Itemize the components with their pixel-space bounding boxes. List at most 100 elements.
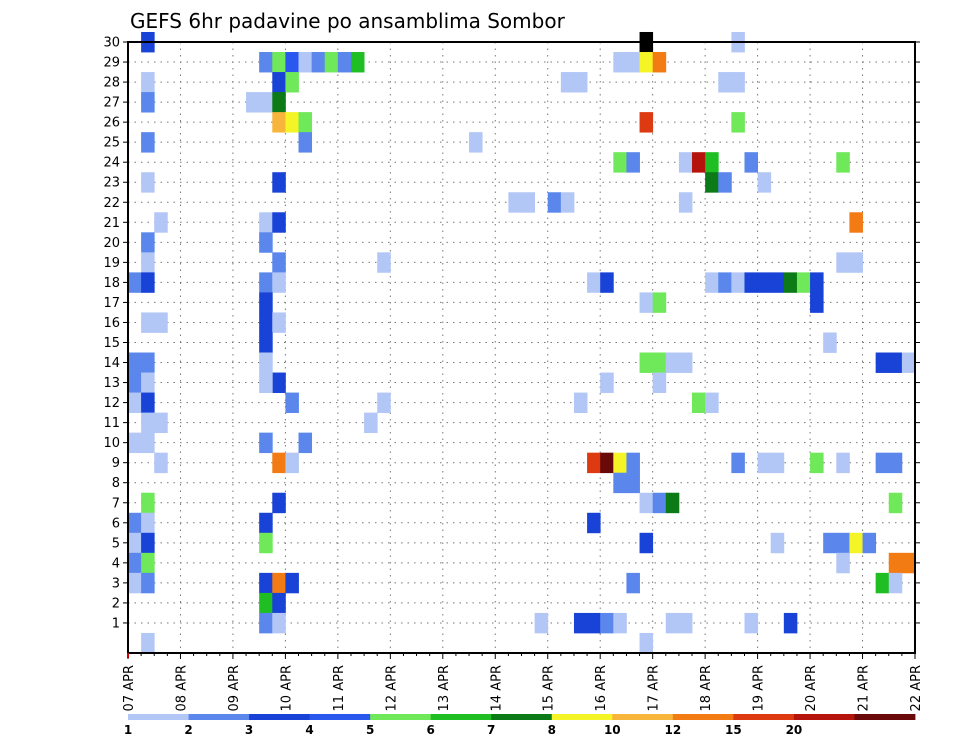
y-tick-label: 27 (103, 96, 120, 111)
heatmap-cell (298, 112, 313, 133)
heatmap-cell (285, 72, 299, 93)
heatmap-cell (849, 212, 863, 233)
heatmap-cell (770, 452, 785, 474)
heatmap-cell (259, 572, 273, 594)
heatmap-cell (718, 72, 732, 93)
heatmap-cell (141, 312, 155, 333)
heatmap-cell (875, 572, 890, 594)
y-tick-label: 29 (103, 56, 120, 71)
heatmap-cell (587, 512, 601, 534)
y-tick-label: 5 (112, 536, 120, 551)
heatmap-cell (639, 532, 654, 554)
heatmap-cell (678, 152, 693, 173)
heatmap-cell (783, 272, 798, 293)
heatmap-cell (141, 412, 155, 434)
heatmap-cell (600, 272, 614, 293)
heatmap-cell (560, 72, 575, 93)
colorbar-swatch (491, 714, 553, 720)
y-tick-label: 11 (103, 416, 120, 431)
x-tick-label: 10 APR (279, 665, 294, 711)
heatmap-cell (141, 512, 155, 534)
heatmap-cell (141, 132, 155, 153)
heatmap-cell (272, 312, 286, 333)
heatmap-cell (626, 152, 640, 173)
plot-frame (127, 41, 916, 654)
heatmap-cell (639, 112, 654, 133)
heatmap-cell (154, 312, 168, 333)
heatmap-cell (259, 232, 273, 253)
heatmap-cell (508, 192, 522, 213)
heatmap-cell (259, 312, 273, 333)
colorbar-label: 20 (786, 723, 803, 737)
heatmap-cell (534, 612, 549, 634)
x-tick-label: 16 APR (594, 665, 609, 711)
heatmap-cell (810, 292, 824, 313)
y-tick-label: 13 (103, 376, 120, 391)
x-tick-label: 17 APR (647, 665, 662, 711)
heatmap-cell (705, 152, 719, 173)
y-tick-label: 4 (112, 556, 120, 571)
heatmap-cell (836, 252, 850, 273)
y-tick-label: 25 (103, 136, 120, 151)
colorbar-swatch (128, 714, 189, 720)
heatmap-cell (757, 452, 772, 474)
heatmap-cell (613, 472, 627, 494)
y-tick-label: 17 (103, 296, 120, 311)
colorbar-label: 8 (548, 723, 556, 737)
heatmap-cell (626, 472, 640, 494)
y-tick-label: 12 (103, 396, 120, 411)
heatmap-cell (573, 392, 588, 414)
heatmap-cell (141, 92, 155, 113)
heatmap-cell (560, 192, 575, 213)
y-tick-label: 15 (103, 336, 120, 351)
heatmap-cell (665, 492, 680, 514)
y-tick-label: 26 (103, 116, 120, 131)
heatmap-cell (665, 612, 680, 634)
colorbar-label: 15 (725, 723, 742, 737)
x-tick-label: 18 APR (699, 665, 714, 711)
heatmap-cells (128, 31, 916, 654)
heatmap-cell (298, 132, 313, 153)
heatmap-cell (744, 612, 758, 634)
heatmap-cell (823, 332, 837, 353)
heatmap-cell (639, 632, 654, 654)
heatmap-cell (128, 352, 142, 373)
heatmap-cell (259, 612, 273, 634)
heatmap-cell (272, 52, 286, 73)
heatmap-cell (862, 532, 877, 554)
y-tick-label: 19 (103, 256, 120, 271)
heatmap-cell (810, 272, 824, 293)
colorbar-swatch (854, 714, 916, 720)
heatmap-cell (849, 252, 863, 273)
heatmap-cell (141, 72, 155, 93)
heatmap-cell (311, 52, 326, 73)
x-tick-label: 11 APR (332, 665, 347, 711)
colorbar-swatch (430, 714, 492, 720)
colorbar-label: 5 (366, 723, 374, 737)
heatmap-cell (128, 372, 142, 393)
heatmap-cell (350, 52, 365, 73)
heatmap-cell (573, 612, 588, 634)
heatmap-cell (285, 112, 299, 133)
x-tick-label: 20 APR (804, 665, 819, 711)
heatmap-cell (718, 272, 732, 293)
heatmap-cell (521, 192, 536, 213)
heatmap-cell (298, 432, 313, 454)
heatmap-cell (692, 152, 706, 173)
heatmap-cell (547, 192, 562, 213)
y-tick-label: 16 (103, 316, 120, 331)
heatmap-cell (272, 492, 286, 514)
heatmap-cell (128, 552, 142, 574)
heatmap-cell (731, 452, 745, 474)
y-tick-label: 10 (103, 436, 120, 451)
heatmap-cell (141, 552, 155, 574)
heatmap-cell (285, 572, 299, 594)
colorbar-label: 1 (124, 723, 132, 737)
heatmap-cell (639, 352, 654, 373)
heatmap-cell (587, 452, 601, 474)
y-tick-label: 18 (103, 276, 120, 291)
heatmap-cell (259, 512, 273, 534)
heatmap-cell (639, 492, 654, 514)
heatmap-cell (665, 352, 680, 373)
